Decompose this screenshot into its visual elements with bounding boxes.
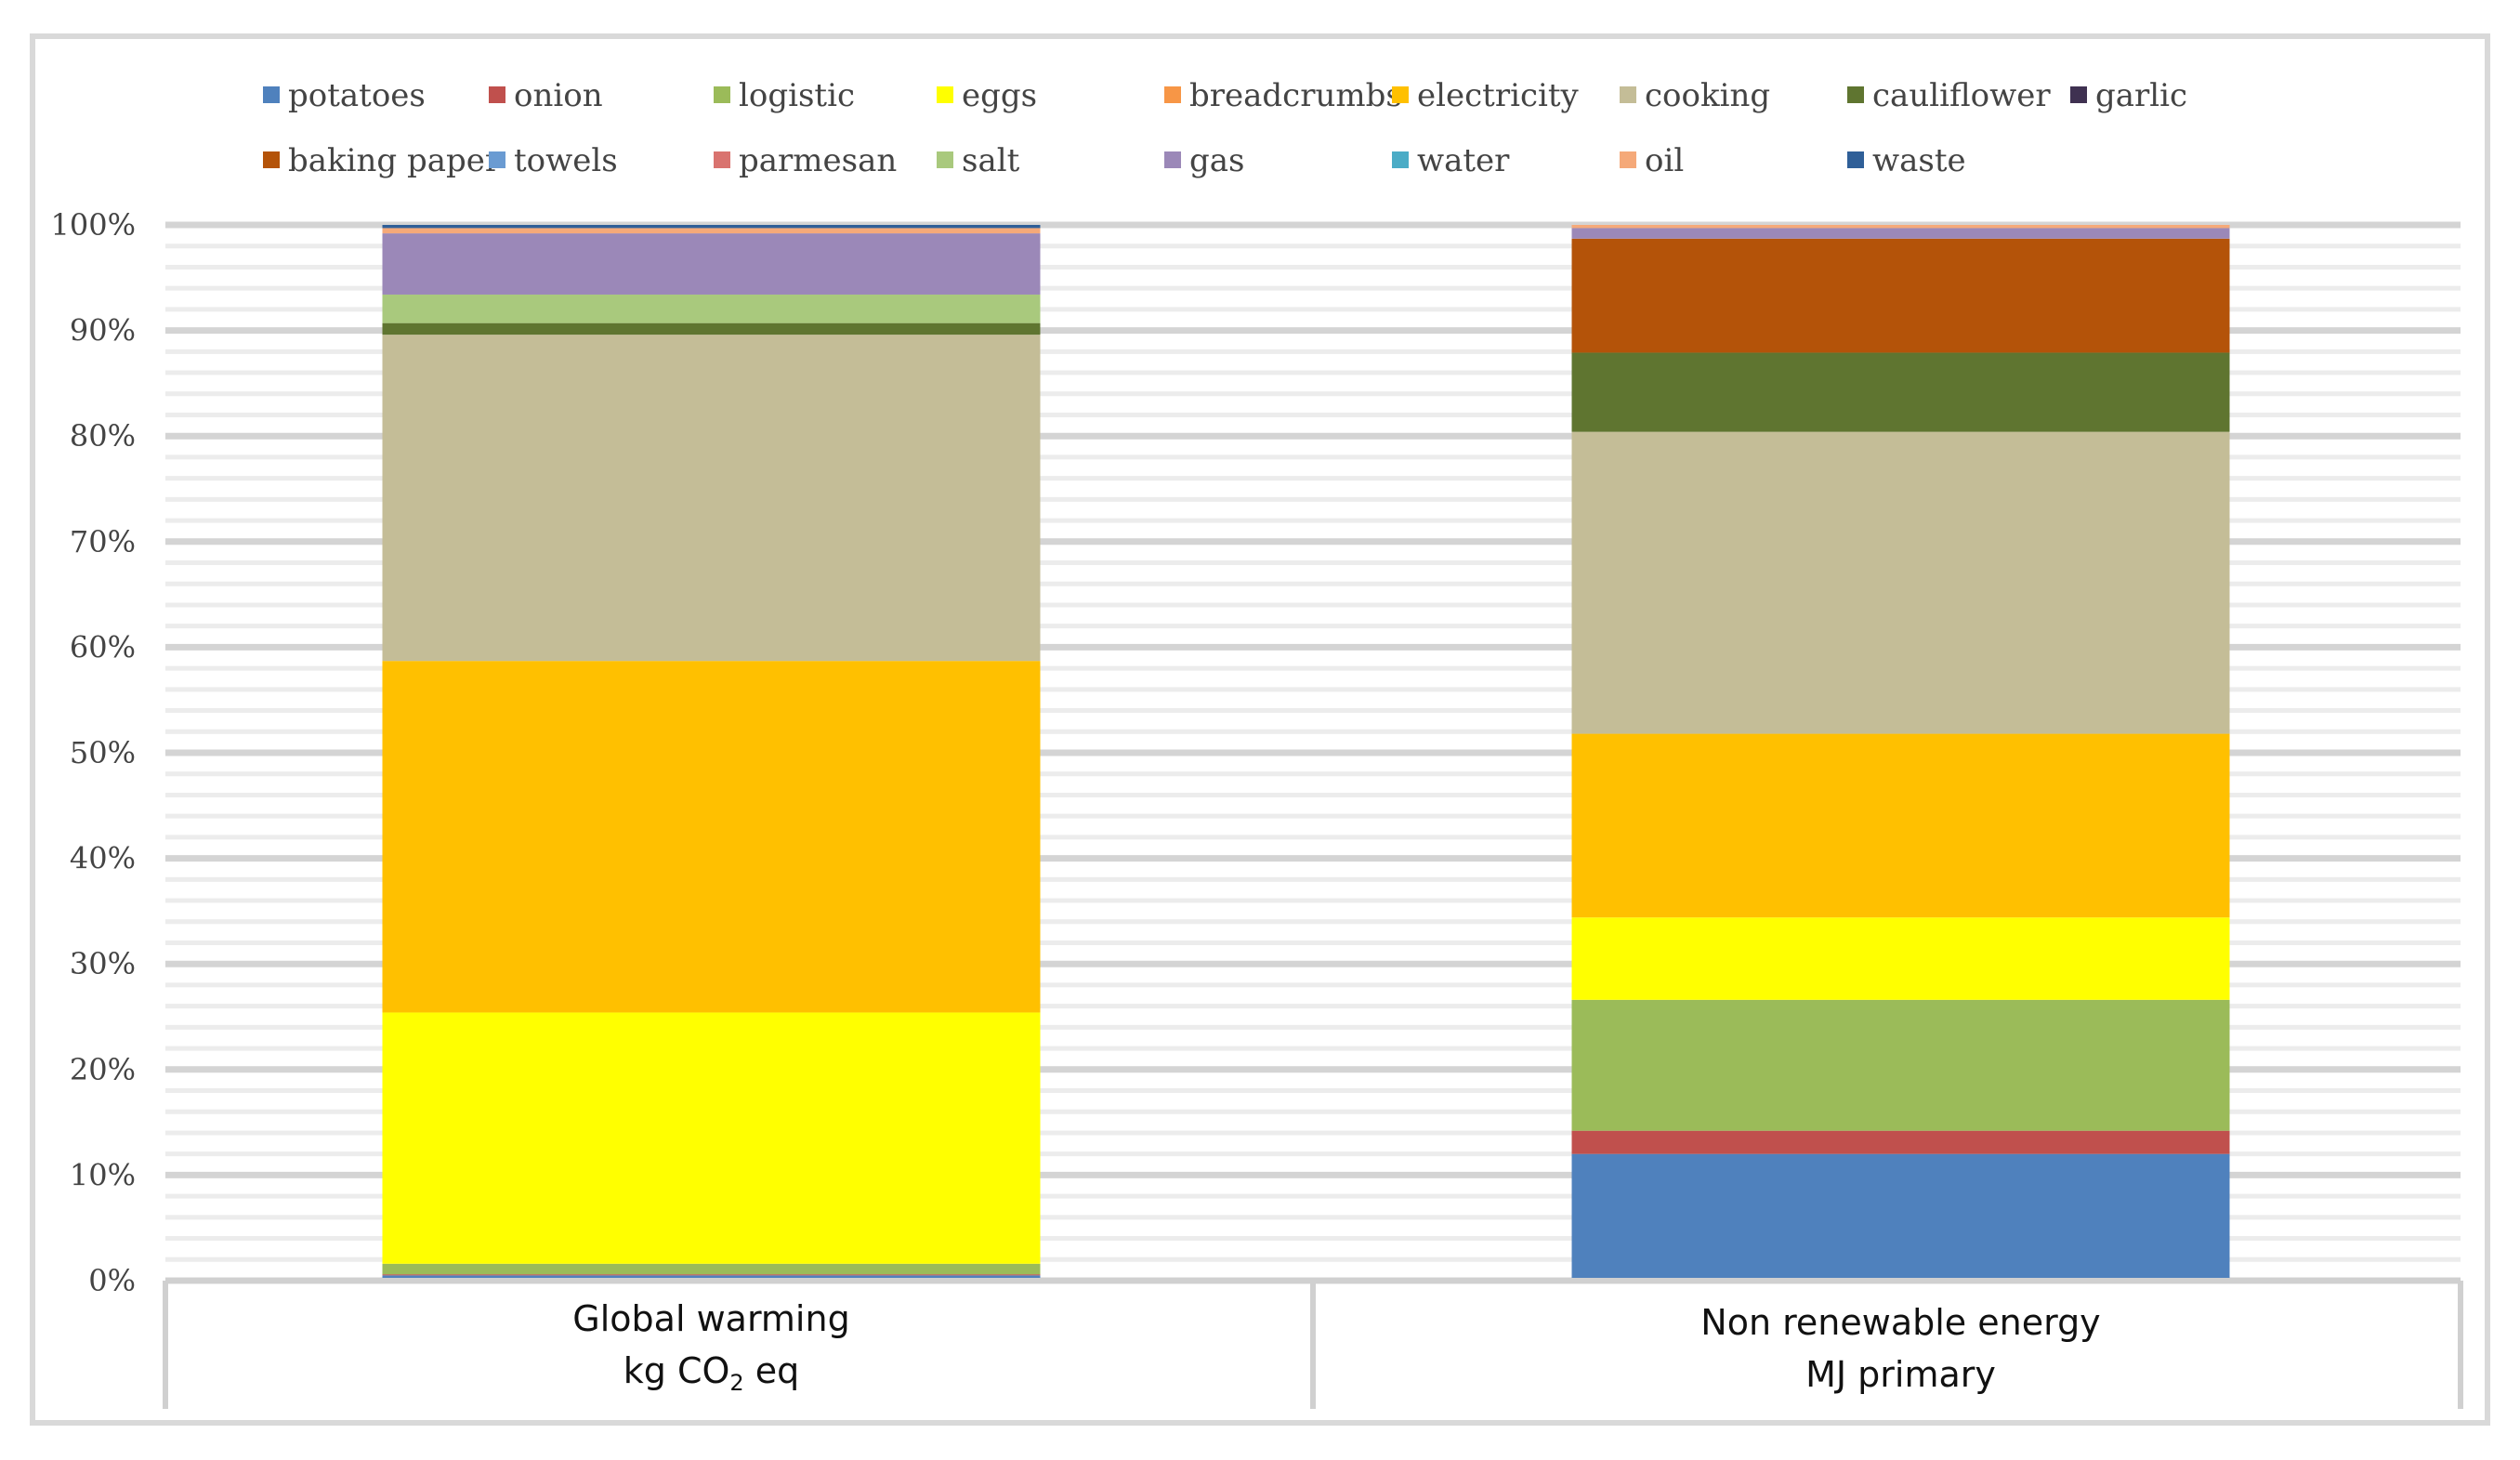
bar-segment-logistic-2 (1571, 999, 2230, 1131)
legend-swatch (1847, 151, 1864, 168)
legend-label: baking paper (288, 142, 501, 179)
legend-label: salt (962, 142, 1020, 179)
category-label-line2: kg CO2 eq (623, 1350, 800, 1396)
legend-swatch (1164, 86, 1181, 103)
bar-segment-eggs-2 (1571, 917, 2230, 1000)
legend-item-parmesan: parmesan (714, 142, 897, 179)
legend-label: water (1417, 142, 1510, 179)
bar-segment-logistic-1 (382, 1263, 1041, 1275)
legend-swatch (1164, 151, 1181, 168)
bar-segment-cauliflower-1 (382, 322, 1041, 335)
legend-swatch (1392, 151, 1409, 168)
legend-swatch (1620, 151, 1636, 168)
legend-item-onion: onion (489, 77, 603, 114)
bar-segment-eggs-1 (382, 1012, 1041, 1264)
legend-swatch (489, 151, 505, 168)
bar-segment-gas-2 (1571, 228, 2230, 239)
bar-segment-electricity-1 (382, 661, 1041, 1013)
y-tick-label: 30% (70, 946, 136, 981)
legend-item-waste: waste (1847, 142, 1966, 179)
legend-swatch (937, 151, 953, 168)
legend-item-towels: towels (489, 142, 618, 179)
legend-label: logistic (739, 77, 855, 114)
category-unit-suffix: eq (744, 1350, 800, 1391)
category-label-line1: Global warming (572, 1298, 849, 1339)
legend-label: waste (1872, 142, 1966, 179)
bar-segment-gas-1 (382, 233, 1041, 295)
y-tick-label: 40% (70, 841, 136, 876)
legend-item-logistic: logistic (714, 77, 855, 114)
legend-swatch (1847, 86, 1864, 103)
legend-item-cooking: cooking (1620, 77, 1770, 114)
y-tick-label: 10% (70, 1157, 136, 1192)
chart-frame: 0% 10% 20% 30% 40% 50% 60% 70% 80% 90% 100% Global… (30, 33, 2490, 1426)
legend-item-eggs: eggs (937, 77, 1037, 114)
y-tick-label: 20% (70, 1052, 136, 1087)
bar-segment-cooking-1 (382, 335, 1041, 662)
bar-segment-waste-1 (382, 225, 1041, 229)
legend-swatch (714, 151, 730, 168)
legend-item-baking-paper: baking paper (263, 142, 501, 179)
legend-label: towels (514, 142, 618, 179)
legend-label: parmesan (739, 142, 897, 179)
legend-swatch (489, 86, 505, 103)
legend-item-oil: oil (1620, 142, 1684, 179)
legend-swatch (2070, 86, 2087, 103)
legend-label: garlic (2095, 77, 2187, 114)
legend-swatch (714, 86, 730, 103)
legend-label: potatoes (288, 77, 426, 114)
y-tick-label: 70% (70, 524, 136, 559)
bar-segment-salt-1 (382, 294, 1041, 323)
legend: potatoes onion logistic eggs breadcrumbs elec… (263, 77, 2187, 179)
legend-swatch (263, 151, 280, 168)
category-unit-subscript: 2 (729, 1370, 743, 1396)
legend-label: cooking (1645, 77, 1770, 114)
legend-item-cauliflower: cauliflower (1847, 77, 2051, 114)
legend-swatch (937, 86, 953, 103)
legend-swatch (1620, 86, 1636, 103)
bar-segment-oil-2 (1571, 225, 2230, 229)
legend-item-potatoes: potatoes (263, 77, 426, 114)
legend-label: electricity (1417, 77, 1580, 114)
legend-label: eggs (962, 77, 1037, 114)
legend-item-breadcrumbs: breadcrumbs (1164, 77, 1402, 114)
y-axis: 0% 10% 20% 30% 40% 50% 60% 70% 80% 90% 100% (51, 207, 136, 1298)
y-tick-label: 90% (70, 313, 136, 349)
bar-segment-onion-2 (1571, 1130, 2230, 1154)
legend-item-gas: gas (1164, 142, 1244, 179)
legend-item-garlic: garlic (2070, 77, 2187, 114)
bar-segment-potatoes-2 (1571, 1153, 2230, 1281)
y-tick-label: 0% (88, 1263, 136, 1298)
bar-segment-cauliflower-2 (1571, 352, 2230, 432)
legend-label: onion (514, 77, 603, 114)
bar-segment-cooking-2 (1571, 431, 2230, 734)
x-axis: Global warming kg CO2 eq Non renewable ene… (163, 1278, 2463, 1409)
legend-label: breadcrumbs (1189, 77, 1402, 114)
bar-segment-baking-paper-2 (1571, 238, 2230, 353)
bar-segment-onion-1 (382, 1274, 1041, 1276)
category-unit-prefix: kg CO (623, 1350, 730, 1391)
category-label-line2: MJ primary (1805, 1354, 1996, 1395)
y-tick-label: 60% (70, 629, 136, 664)
legend-label: gas (1189, 142, 1244, 179)
legend-label: oil (1645, 142, 1684, 179)
stacked-bar-chart: 0% 10% 20% 30% 40% 50% 60% 70% 80% 90% 100% Global… (51, 77, 2463, 1409)
legend-swatch (263, 86, 280, 103)
legend-item-salt: salt (937, 142, 1020, 179)
y-tick-label: 100% (51, 207, 136, 243)
bar-segment-electricity-2 (1571, 733, 2230, 918)
category-label-line1: Non renewable energy (1700, 1302, 2100, 1343)
legend-swatch (1392, 86, 1409, 103)
category-unit-prefix: MJ primary (1805, 1354, 1996, 1395)
y-tick-label: 50% (70, 735, 136, 770)
y-tick-label: 80% (70, 418, 136, 454)
legend-label: cauliflower (1872, 77, 2051, 114)
legend-item-electricity: electricity (1392, 77, 1580, 114)
legend-item-water: water (1392, 142, 1510, 179)
bar-segment-oil-1 (382, 228, 1041, 234)
bars (382, 225, 2230, 1281)
